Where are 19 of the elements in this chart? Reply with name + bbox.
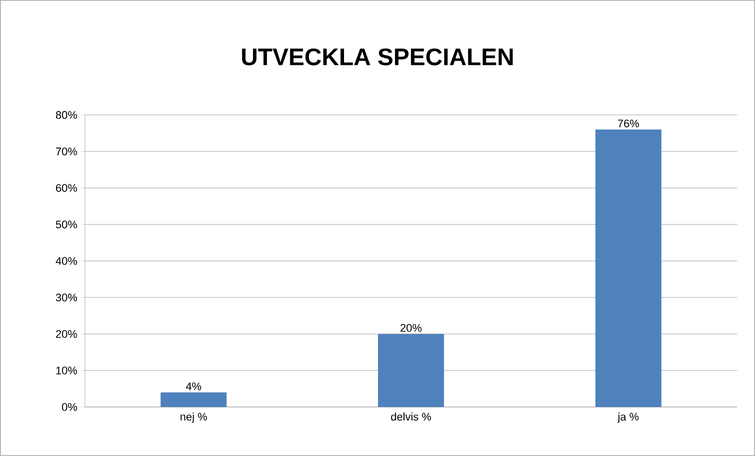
- y-tick-label: 0%: [62, 403, 78, 411]
- y-tick-label: 70%: [56, 148, 78, 156]
- x-tick-label: delvis %: [391, 412, 432, 421]
- bar: [378, 334, 444, 408]
- y-tick-label: 20%: [56, 330, 78, 338]
- y-tick-label: 40%: [56, 257, 78, 265]
- y-tick-label: 10%: [56, 366, 78, 374]
- y-tick-label: 80%: [56, 111, 78, 119]
- x-tick-label: nej %: [180, 412, 207, 423]
- chart-title: UTVECKLA SPECIALEN: [242, 48, 513, 66]
- x-tick-label: ja %: [617, 412, 639, 423]
- bar: [595, 130, 662, 408]
- data-label: 20%: [400, 324, 422, 332]
- y-tick-label: 50%: [56, 220, 78, 228]
- data-label: 76%: [618, 120, 639, 128]
- y-tick-label: 60%: [56, 184, 78, 192]
- bar: [160, 392, 227, 408]
- y-tick-label: 30%: [56, 294, 78, 302]
- data-label: 4%: [186, 382, 202, 390]
